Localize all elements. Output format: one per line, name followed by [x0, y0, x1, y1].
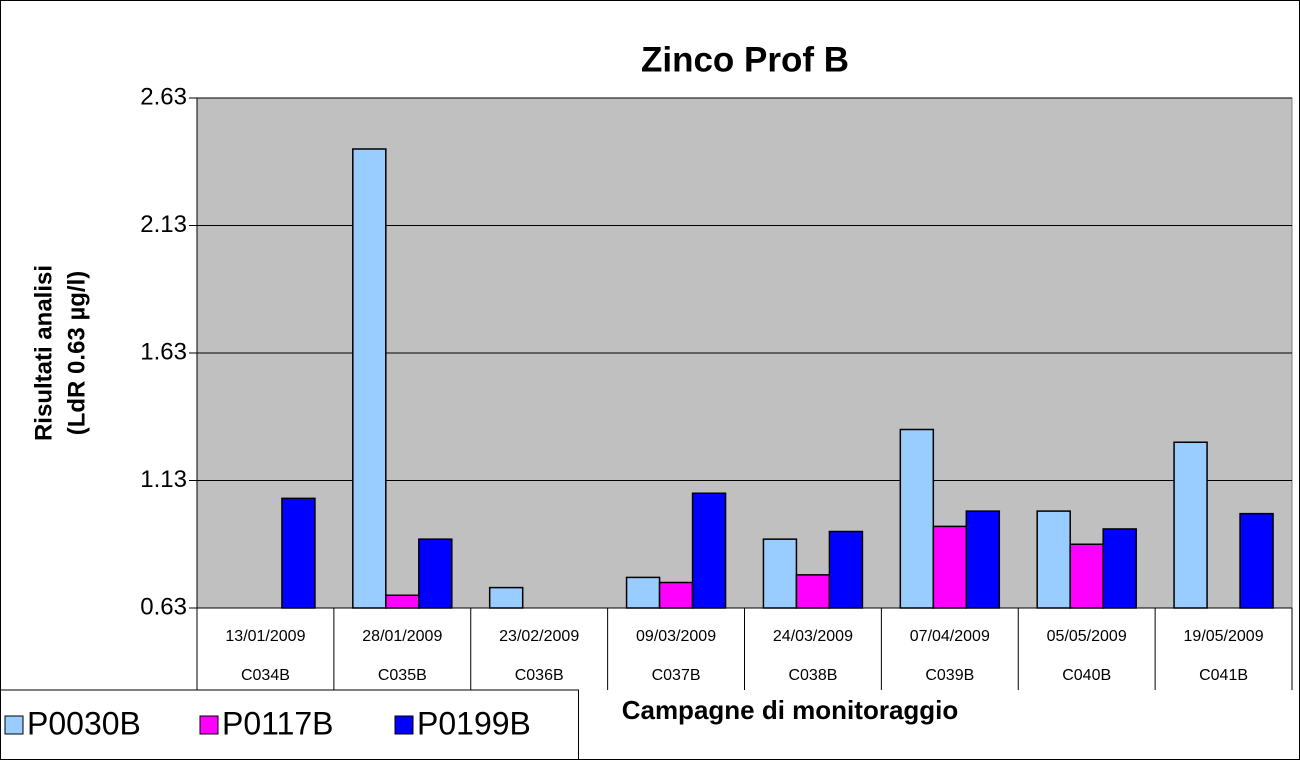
- legend-label: P0030B: [27, 705, 141, 741]
- bar: [965, 510, 1001, 609]
- y-axis-title: Risultati analisi: [30, 265, 57, 441]
- x-tick-label: C041B: [1199, 667, 1248, 684]
- x-tick-label: 24/03/2009: [773, 628, 853, 645]
- x-axis-title: Campagne di monitoraggio: [622, 695, 959, 725]
- x-tick-label: C037B: [652, 667, 701, 684]
- bar: [352, 148, 387, 609]
- bar: [932, 525, 968, 609]
- legend-swatch: [199, 715, 219, 735]
- y-tick-label: 2.13: [140, 211, 187, 238]
- bar: [1239, 512, 1274, 609]
- x-tick-label: 19/05/2009: [1184, 628, 1264, 645]
- x-tick-label: 28/01/2009: [362, 628, 442, 645]
- bar: [488, 586, 524, 609]
- x-tick-label: C034B: [241, 667, 290, 684]
- x-tick-label: 05/05/2009: [1047, 628, 1127, 645]
- legend-label: P0117B: [222, 705, 334, 741]
- bar: [418, 538, 453, 609]
- legend-swatch: [394, 715, 414, 735]
- bar: [899, 428, 935, 609]
- bar: [762, 538, 798, 609]
- x-tick-label: C038B: [788, 667, 837, 684]
- legend-label: P0199B: [417, 705, 531, 741]
- x-tick-label: 23/02/2009: [499, 628, 579, 645]
- bar: [795, 574, 831, 609]
- bar: [1102, 528, 1137, 609]
- y-tick-label: 2.63: [140, 83, 187, 110]
- x-tick-label: 13/01/2009: [225, 628, 305, 645]
- x-tick-label: C040B: [1062, 667, 1111, 684]
- bar: [1173, 441, 1208, 609]
- x-tick-label: C035B: [378, 667, 427, 684]
- y-tick-label: 1.13: [140, 466, 187, 493]
- bar: [658, 581, 694, 609]
- y-tick-label: 0.63: [140, 593, 187, 620]
- bar: [1069, 543, 1104, 609]
- bar: [1036, 510, 1071, 609]
- x-tick-label: 09/03/2009: [636, 628, 716, 645]
- chart-title: Zinco Prof B: [641, 40, 849, 79]
- x-tick-label: C039B: [925, 667, 974, 684]
- bar: [828, 530, 864, 609]
- bar: [385, 594, 420, 609]
- x-tick-label: 07/04/2009: [910, 628, 990, 645]
- y-tick-label: 1.63: [140, 338, 187, 365]
- x-tick-label: C036B: [515, 667, 564, 684]
- y-axis-title: (LdR 0.63 µg/l): [63, 271, 90, 436]
- bar: [625, 576, 661, 609]
- bar: [691, 492, 727, 609]
- bar: [281, 497, 316, 609]
- legend-swatch: [4, 715, 24, 735]
- legend-box: [0, 689, 579, 760]
